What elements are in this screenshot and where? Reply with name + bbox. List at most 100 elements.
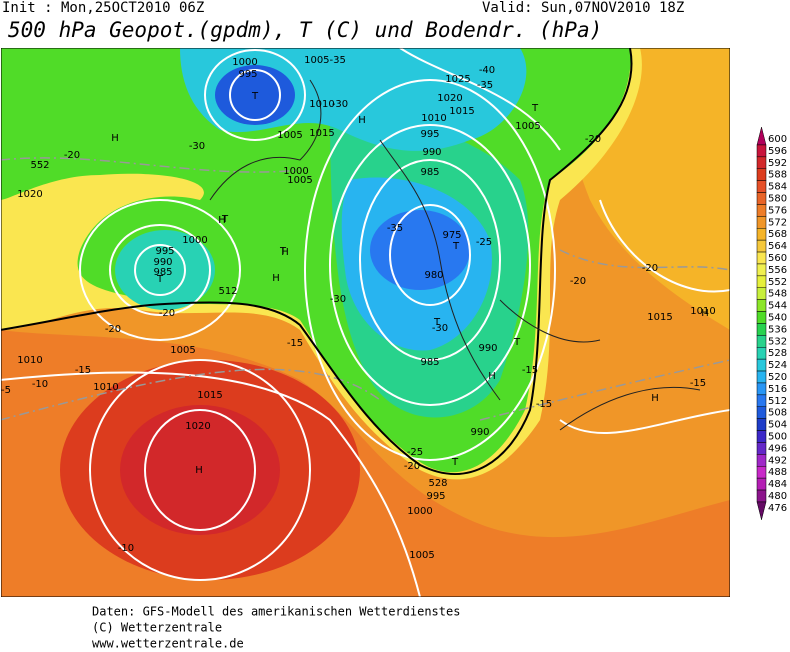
contour-label: -20 [570,276,586,287]
contour-label: -5 [1,385,11,396]
color-swatch [756,180,767,193]
color-swatch [756,127,767,146]
contour-label: 985 [420,167,439,178]
contour-label: -30 [330,294,346,305]
init-time: Init : Mon,25OCT2010 06Z [2,0,204,16]
contour-label: -35 [477,80,493,91]
contour-label: 985 [153,267,172,278]
contour-label: -10 [32,379,48,390]
contour-label: 1015 [449,106,474,117]
color-swatch [756,347,767,360]
scale-label: 568 [768,229,787,240]
pressure-center: T [221,214,229,225]
contour-label: -30 [432,323,448,334]
scale-label: 580 [768,194,787,205]
contour-label: -15 [75,365,91,376]
contour-label: -40 [479,65,495,76]
contour-label: -25 [407,447,423,458]
color-swatch [756,466,767,479]
scale-label: 584 [768,182,787,193]
contour-label: 1015 [647,312,672,323]
scale-label: 516 [768,384,787,395]
color-swatch [756,358,767,372]
scale-label: 552 [768,277,787,288]
contour-label: 552 [30,160,49,171]
contour-label: 975 [442,230,461,241]
contour-label: -25 [476,237,492,248]
color-swatch [756,335,767,348]
contour-label: 1020 [17,189,42,200]
scale-label: 544 [768,301,787,312]
color-swatch [756,299,767,312]
contour-label: 985 [420,357,439,368]
contour-label: 995 [426,491,445,502]
scale-label: 528 [768,348,787,359]
pressure-center: H [358,115,366,126]
scale-label: 508 [768,408,787,419]
color-swatch [756,394,767,408]
pressure-center: H [488,371,496,382]
contour-label: -10 [118,543,134,554]
pressure-center: T [451,457,459,468]
contour-label: -35 [387,223,403,234]
contour-label: -20 [159,308,175,319]
scale-label: 532 [768,336,787,347]
pressure-center: T [433,317,441,328]
scale-label: 476 [768,503,787,514]
contour-label: 1005-35 [304,55,346,66]
contour-label: 995 [420,129,439,140]
map [1,48,730,597]
valid-time: Valid: Sun,07NOV2010 18Z [482,0,684,16]
pressure-center: T [251,91,259,102]
scale-label: 484 [768,479,787,490]
contour-label: -20 [642,263,658,274]
pressure-center: T [531,103,539,114]
pressure-center: T [452,241,460,252]
pressure-center: T [279,246,287,257]
color-swatch [756,287,767,300]
contour-label: 512 [218,286,237,297]
contour-label: 1015 [197,390,222,401]
color-swatch [756,501,767,520]
scale-label: 488 [768,467,787,478]
scale-label: 520 [768,372,787,383]
color-swatch [756,382,767,396]
contour-label: 1010 [93,382,118,393]
contour-label: 1015 [309,128,334,139]
color-swatch [756,454,767,467]
scale-label: 496 [768,443,787,454]
contour-label: 1000 [232,57,257,68]
contour-label: 1005 [170,345,195,356]
scale-label: 548 [768,289,787,300]
contour-label: -15 [287,338,303,349]
scale-label: 592 [768,158,787,169]
contour-label: 1025 [445,74,470,85]
contour-label: -30 [332,99,348,110]
color-swatch [756,489,767,503]
color-swatch [756,239,767,253]
color-swatch [756,251,767,265]
pressure-center: H [218,215,226,226]
pressure-center: H [701,308,709,319]
contour-label: 1010 [17,355,42,366]
color-swatch [756,442,767,455]
color-swatch [756,144,767,158]
contour-label: 1000 [407,506,432,517]
contour-label: 990 [153,257,172,268]
scale-label: 512 [768,396,787,407]
scale-label: 588 [768,170,787,181]
color-scale: 6005965925885845805765725685645605565525… [756,127,787,520]
contour-label: 1005 [287,175,312,186]
color-swatch [756,430,767,443]
contour-label: -15 [690,378,706,389]
scale-label: 600 [768,134,787,145]
scale-label: 564 [768,241,787,252]
color-swatch [756,216,767,229]
contour-label: 1020 [437,93,462,104]
pressure-center: T [513,337,521,348]
scale-label: 492 [768,455,787,466]
contour-label: 990 [470,427,489,438]
contour-label: -20 [105,324,121,335]
contour-label: 1005 [277,130,302,141]
